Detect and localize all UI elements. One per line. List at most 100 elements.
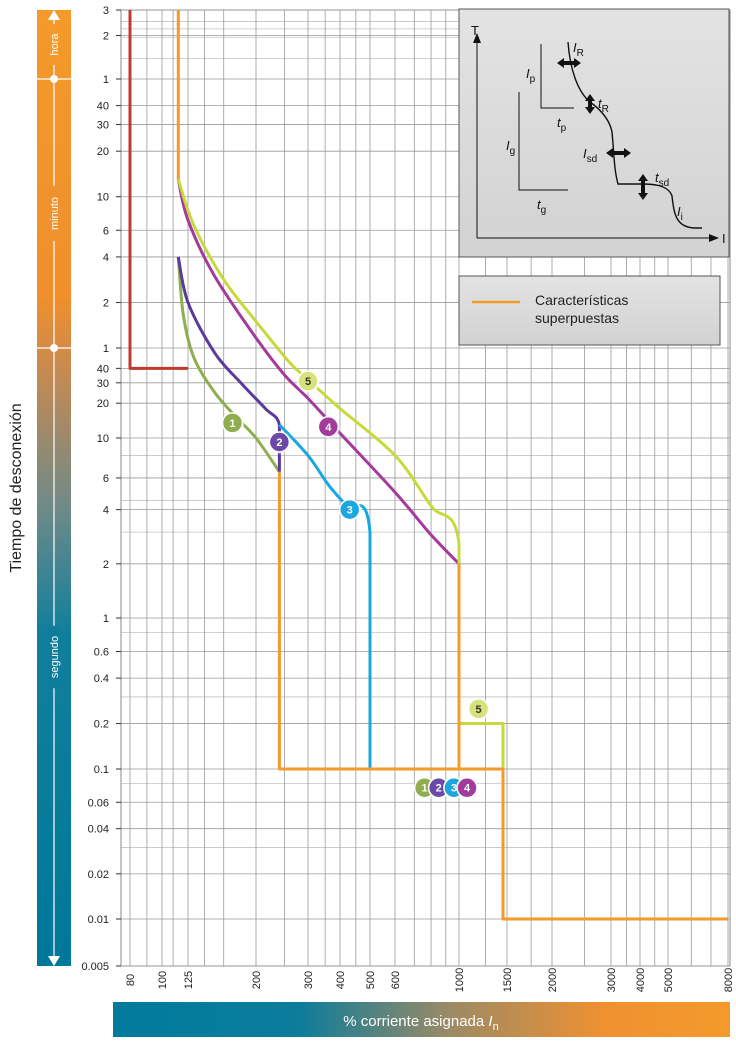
curve-marker-label: 1 xyxy=(422,783,428,795)
curve-marker-label: 2 xyxy=(436,783,442,795)
y-tick-label: 3 xyxy=(103,5,109,17)
x-tick-label: 1000 xyxy=(454,968,466,992)
curve-marker-label: 4 xyxy=(464,783,471,795)
inset-label-t-R: tR xyxy=(598,96,609,115)
y-tick-label: 6 xyxy=(103,473,109,485)
y-tick-label: 40 xyxy=(97,363,109,375)
inset-label-i-i: Ii xyxy=(677,204,683,223)
x-tick-label: 80 xyxy=(125,974,137,986)
y-tick-label: 10 xyxy=(97,433,109,445)
curve-marker-label: 3 xyxy=(347,505,353,517)
legend-line-1: Características xyxy=(535,292,628,308)
curve-3 xyxy=(278,423,372,769)
inset-label-i-g: Ig xyxy=(506,138,515,157)
curve-caracter-sticas-superpuestas-segment xyxy=(459,767,728,921)
y-tick-label: 0.06 xyxy=(88,797,109,809)
curve-marker-3: 3 xyxy=(338,498,361,521)
legend: Características superpuestas xyxy=(458,275,721,346)
arrow-up-icon xyxy=(48,10,60,20)
curve-marker-5: 5 xyxy=(467,698,490,720)
curve-marker-label: 2 xyxy=(276,437,282,449)
band-label-bg xyxy=(49,24,59,65)
inset-label-i-R: IR xyxy=(573,40,584,59)
x-tick-label: 1500 xyxy=(502,968,514,992)
inset-diagram: T I IR Ip tR tp Ig Isd tsd tg Ii xyxy=(458,8,730,258)
y-axis-title: Tiempo de desconexión xyxy=(8,403,25,572)
y-tick-label: 0.1 xyxy=(94,764,109,776)
x-tick-labels: 80 100 125 200 300 400 500 600 1000 1500 2000 3000 4… xyxy=(125,968,735,992)
y-tick-label: 6 xyxy=(103,225,109,237)
curve-marker-label: 4 xyxy=(325,422,332,434)
y-tick-label: 0.01 xyxy=(88,914,109,926)
curve-5 xyxy=(176,179,505,769)
time-scale-band: hora minuto segundo xyxy=(37,10,71,966)
inset-adjust-arrows-icon xyxy=(557,58,648,200)
curve-4 xyxy=(176,179,461,565)
x-tick-label: 600 xyxy=(390,971,402,989)
y-tick-label: 30 xyxy=(97,378,109,390)
band-label-minuto: minuto xyxy=(49,197,61,230)
trip-curves xyxy=(128,10,728,921)
curve-2 xyxy=(176,256,281,472)
band-label-bg xyxy=(49,185,59,242)
curve-caracter-sticas-superpuestas-segment xyxy=(277,471,461,771)
x-tick-label: 500 xyxy=(365,971,377,989)
y-tick-labels: 3 2 1 40 30 20 10 6 4 2 1 40 30 20 10 6 4 2 1 0.6 0.4 0.2 0.1 0… xyxy=(81,5,121,973)
y-tick-label: 0.6 xyxy=(94,646,109,658)
y-tick-label: 0.2 xyxy=(94,719,109,731)
x-axis-footer: % corriente asignada In xyxy=(113,1002,730,1037)
y-tick-label: 4 xyxy=(103,505,109,517)
x-tick-label: 3000 xyxy=(606,968,618,992)
x-tick-label: 300 xyxy=(303,971,315,989)
x-tick-label: 5000 xyxy=(663,968,675,992)
curve-marker-4: 4 xyxy=(456,776,478,799)
curve-thermal-limit xyxy=(128,10,188,370)
y-tick-label: 40 xyxy=(97,101,109,113)
y-tick-label: 1 xyxy=(103,343,109,355)
inset-label-i-sd: Isd xyxy=(583,146,597,165)
curve-marker-2: 2 xyxy=(268,431,291,453)
inset-axis-t-arrow-icon xyxy=(473,33,481,43)
x-tick-label: 4000 xyxy=(635,968,647,992)
band-label-bg xyxy=(49,625,59,689)
y-tick-label: 0.02 xyxy=(88,869,109,881)
x-tick-label: 2000 xyxy=(547,968,559,992)
x-tick-label: 8000 xyxy=(723,968,735,992)
x-tick-label: 125 xyxy=(183,971,195,989)
band-label-hora: hora xyxy=(49,33,61,56)
inset-label-i-p: Ip xyxy=(526,66,536,85)
band-divider-dot xyxy=(50,344,58,352)
y-tick-label: 1 xyxy=(103,613,109,625)
curve-1 xyxy=(176,256,281,473)
y-tick-label: 0.04 xyxy=(88,824,109,836)
curve-marker-label: 5 xyxy=(305,376,311,388)
inset-axis-i: I xyxy=(722,231,726,246)
inset-label-t-sd: tsd xyxy=(655,170,669,189)
inset-axis-t: T xyxy=(471,23,479,38)
y-tick-label: 2 xyxy=(103,559,109,571)
y-tick-label: 20 xyxy=(97,146,109,158)
y-tick-label: 1 xyxy=(103,74,109,86)
band-divider-dot xyxy=(50,75,58,83)
x-tick-label: 100 xyxy=(157,971,169,989)
inset-label-t-p: tp xyxy=(557,115,567,134)
y-tick-label: 30 xyxy=(97,120,109,132)
x-axis-title: % corriente asignada In xyxy=(343,1013,498,1033)
curve-marker-label: 5 xyxy=(476,704,482,716)
inset-axis-i-arrow-icon xyxy=(709,234,719,242)
y-tick-label: 0.4 xyxy=(94,673,109,685)
curve-marker-4: 4 xyxy=(317,416,340,438)
curve-marker-1: 1 xyxy=(221,412,244,434)
inset-label-t-g: tg xyxy=(537,197,546,216)
y-tick-label: 10 xyxy=(97,192,109,204)
curve-marker-5: 5 xyxy=(297,370,319,392)
y-tick-label: 20 xyxy=(97,398,109,410)
legend-line-2: superpuestas xyxy=(535,310,619,326)
y-tick-label: 0.005 xyxy=(81,961,109,973)
y-tick-label: 2 xyxy=(103,297,109,309)
y-tick-label: 4 xyxy=(103,252,109,264)
curve-marker-label: 3 xyxy=(451,783,457,795)
x-tick-label: 400 xyxy=(335,971,347,989)
